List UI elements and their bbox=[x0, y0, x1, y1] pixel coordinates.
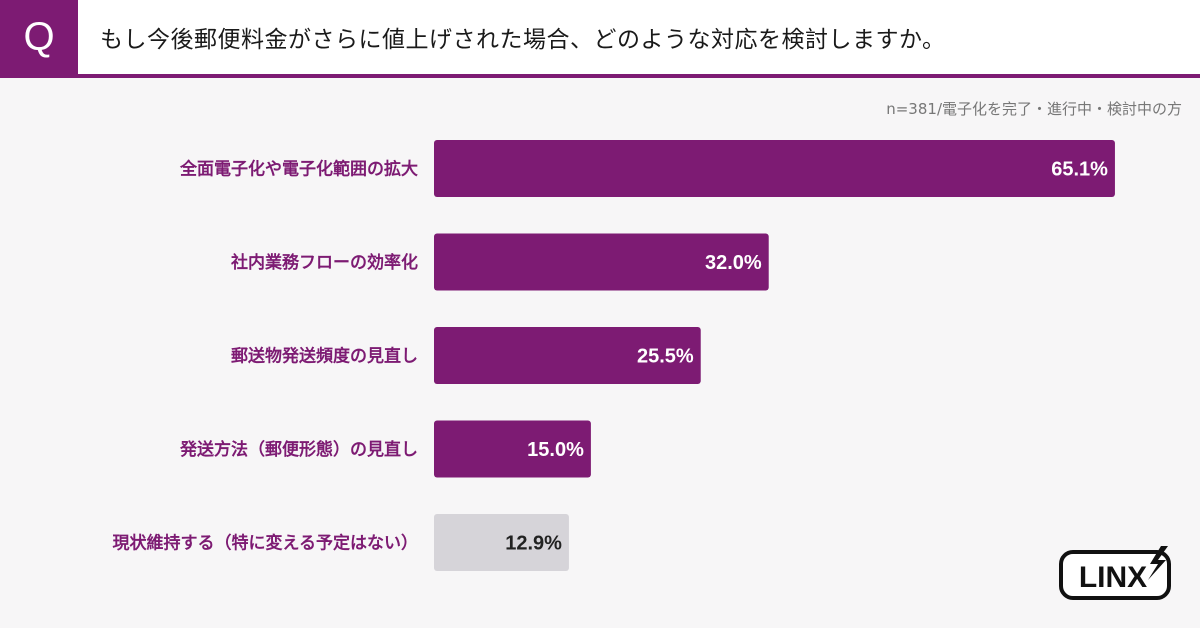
value-label-1: 65.1% bbox=[1051, 159, 1108, 181]
bar-1 bbox=[434, 140, 1115, 197]
value-label-3: 25.5% bbox=[637, 346, 694, 368]
linx-logo: LINX bbox=[1059, 546, 1171, 600]
bar-5 bbox=[434, 514, 569, 571]
category-label-4: 発送方法（郵便形態）の見直し bbox=[179, 439, 418, 460]
category-label-3: 郵送物発送頻度の見直し bbox=[231, 346, 418, 367]
question-header: Q もし今後郵便料金がさらに値上げされた場合、どのような対応を検討しますか。 bbox=[0, 0, 1200, 78]
linx-logo-text: LINX bbox=[1079, 561, 1147, 594]
value-label-4: 15.0% bbox=[527, 439, 584, 461]
question-badge: Q bbox=[0, 0, 78, 74]
bar-2 bbox=[434, 233, 769, 291]
category-label-5: 現状維持する（特に変える予定はない） bbox=[113, 533, 419, 554]
category-label-1: 全面電子化や電子化範囲の拡大 bbox=[179, 159, 418, 180]
bar-3 bbox=[434, 327, 701, 384]
value-label-5: 12.9% bbox=[505, 533, 562, 555]
lightning-bolt-icon bbox=[1148, 546, 1168, 580]
sample-size-note: n=381/電子化を完了・進行中・検討中の方 bbox=[886, 100, 1182, 118]
bar-4 bbox=[434, 420, 591, 478]
category-label-2: 社内業務フローの効率化 bbox=[230, 252, 418, 273]
question-title: もし今後郵便料金がさらに値上げされた場合、どのような対応を検討しますか。 bbox=[100, 27, 946, 53]
value-label-2: 32.0% bbox=[705, 252, 762, 274]
